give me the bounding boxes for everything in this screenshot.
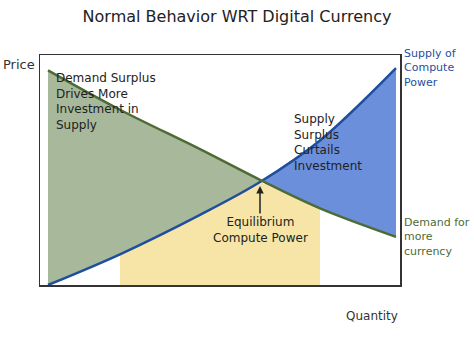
- svg-text:SupplySurplusCurtailsInvestmen: SupplySurplusCurtailsInvestment: [294, 112, 362, 173]
- svg-text:Price: Price: [3, 57, 35, 72]
- svg-text:Normal Behavior WRT Digital Cu: Normal Behavior WRT Digital Currency: [83, 7, 392, 26]
- svg-text:Demand SurplusDrives MoreInves: Demand SurplusDrives MoreInvestment inSu…: [56, 71, 156, 132]
- svg-text:Demand formorecurrency: Demand formorecurrency: [404, 216, 470, 258]
- svg-text:Quantity: Quantity: [346, 309, 398, 323]
- svg-text:Supply ofComputePower: Supply ofComputePower: [404, 47, 457, 89]
- svg-text:EquilibriumCompute Power: EquilibriumCompute Power: [213, 215, 308, 245]
